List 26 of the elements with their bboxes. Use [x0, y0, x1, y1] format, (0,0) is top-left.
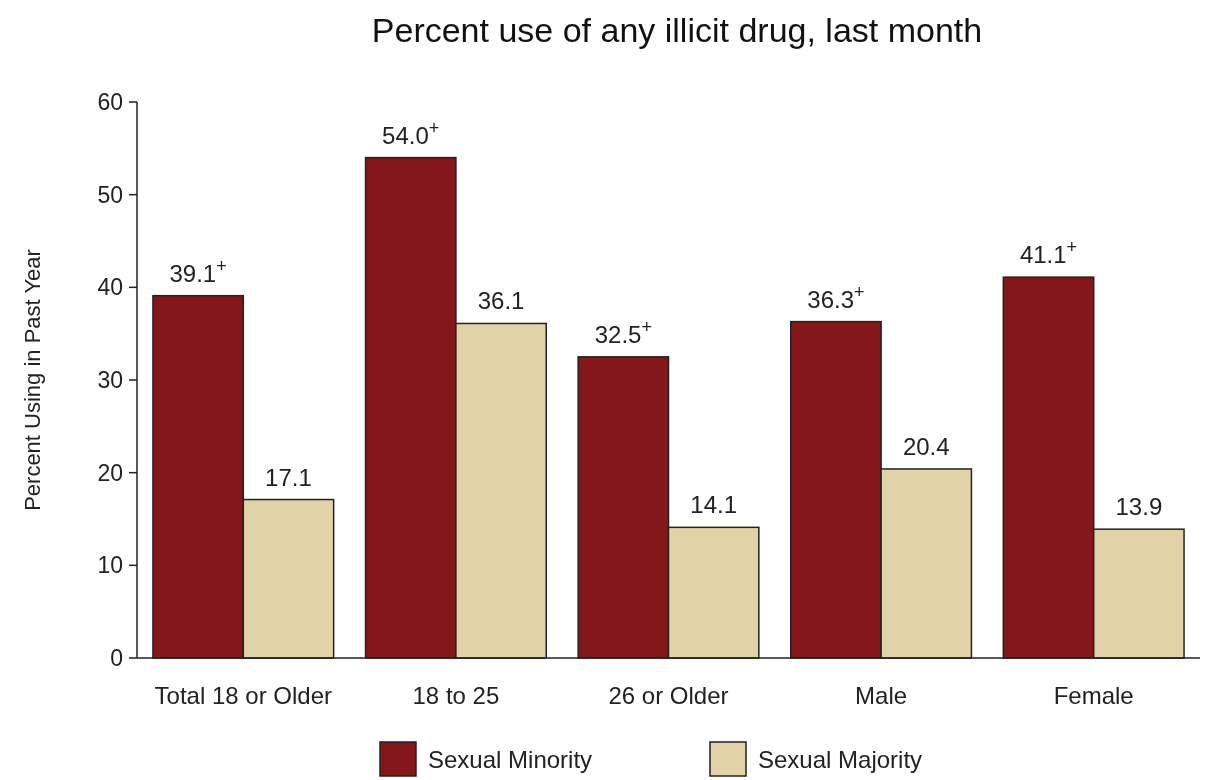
data-label: 32.5$^{+}$ — [594, 316, 652, 348]
data-label: 13.9 — [1115, 493, 1163, 521]
data-label: 36.3$^{+}$ — [807, 281, 865, 313]
legend-label: Sexual Minority — [428, 746, 593, 773]
data-label: 14.1 — [690, 491, 738, 519]
data-label: 36.1 — [477, 287, 525, 315]
chart-title: Percent use of any illicit drug, last month — [371, 11, 983, 49]
y-tick-label: 0 — [110, 645, 123, 672]
x-tick-label: 18 to 25 — [412, 682, 500, 709]
y-tick-label: 60 — [97, 89, 123, 116]
x-tick-label: Male — [855, 682, 908, 709]
data-label: 17.1 — [265, 463, 312, 491]
data-label: 20.4 — [902, 432, 950, 460]
x-tick-label: 26 or Older — [608, 682, 729, 709]
y-tick-label: 40 — [97, 274, 123, 301]
y-tick-label: 30 — [97, 367, 123, 394]
y-tick-label: 20 — [97, 459, 123, 486]
x-tick-label: Female — [1053, 682, 1134, 709]
data-label: 41.1$^{+}$ — [1019, 237, 1078, 269]
data-label: 39.1$^{+}$ — [169, 255, 227, 287]
legend-label: Sexual Majority — [758, 746, 923, 773]
y-tick-label: 50 — [97, 181, 123, 208]
y-tick-label: 10 — [97, 552, 123, 579]
y-axis-title: Percent Using in Past Year — [20, 249, 45, 511]
x-tick-label: Total 18 or Older — [154, 682, 333, 709]
data-label: 54.0$^{+}$ — [382, 117, 440, 149]
